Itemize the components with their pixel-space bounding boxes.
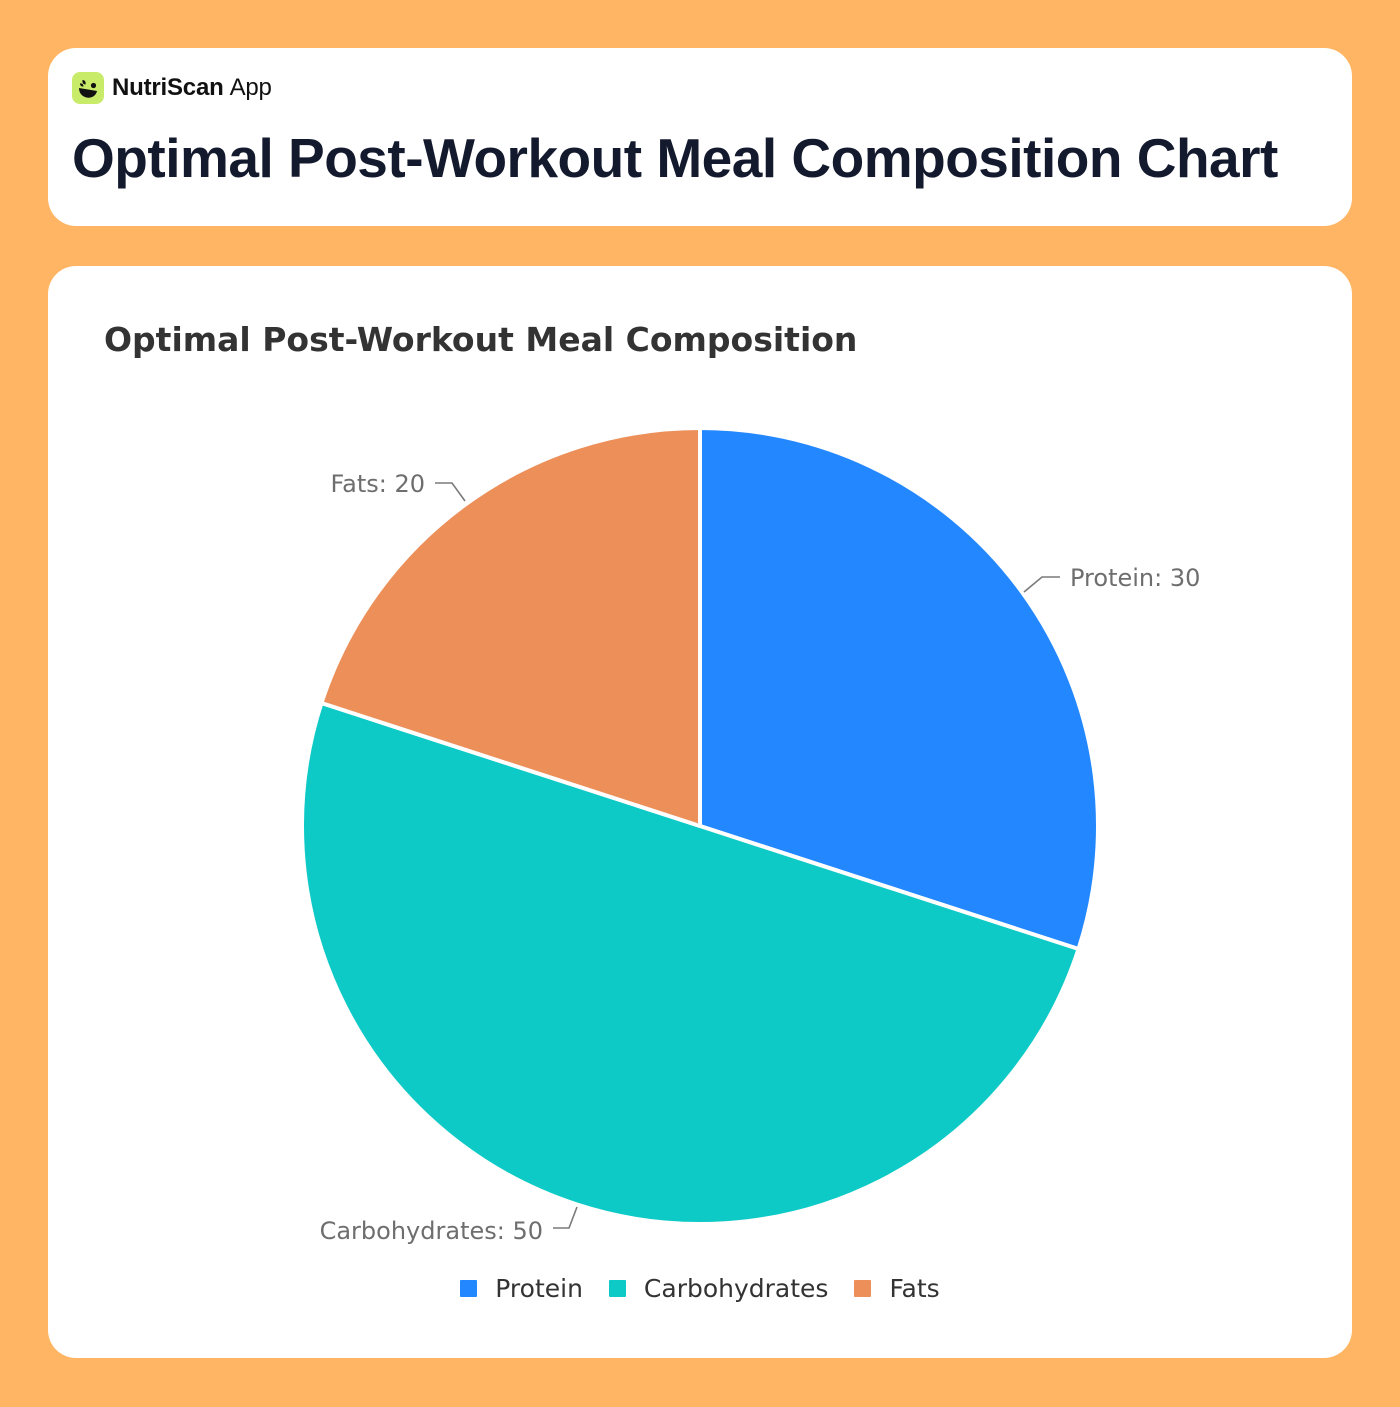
fats-leader-line [435,482,466,502]
page-title: Optimal Post-Workout Meal Composition Ch… [72,127,1278,189]
carbohydrates-slice-label: Carbohydrates: 50 [320,1217,543,1245]
carbohydrates-leader-line [553,1206,578,1229]
legend-item-protein[interactable]: Protein [460,1274,583,1303]
bowl-leaf-icon [72,72,104,104]
legend-label-protein: Protein [495,1274,583,1303]
fats-slice-label: Fats: 20 [331,470,425,498]
carbohydrates-swatch-icon [608,1280,626,1297]
chart-card: Optimal Post-Workout Meal Composition Pr… [48,266,1352,1358]
pie-slice-fats[interactable] [319,426,702,828]
pie-slice-protein[interactable] [698,426,1100,951]
pie-chart: Protein: 30 Fats: 20 Carbohydrates: 50 [300,426,1200,1245]
fats-swatch-icon [854,1280,872,1297]
brand[interactable]: NutriScan App [72,72,272,104]
legend-item-fats[interactable]: Fats [854,1274,940,1303]
pie-slices [300,426,1100,1226]
protein-slice-label: Protein: 30 [1070,564,1200,592]
legend-label-fats: Fats [889,1274,940,1303]
legend-label-carbohydrates: Carbohydrates [643,1274,829,1303]
protein-swatch-icon [460,1280,478,1297]
legend-item-carbohydrates[interactable]: Carbohydrates [608,1274,829,1303]
protein-leader-line [1023,576,1060,593]
chart-title: Optimal Post-Workout Meal Composition [104,320,858,359]
chart-legend: Protein Carbohydrates Fats [48,1274,1352,1303]
header-card: NutriScan App Optimal Post-Workout Meal C… [48,48,1352,226]
brand-name: NutriScan App [112,74,272,101]
pie-slice-carbohydrates[interactable] [300,701,1081,1226]
